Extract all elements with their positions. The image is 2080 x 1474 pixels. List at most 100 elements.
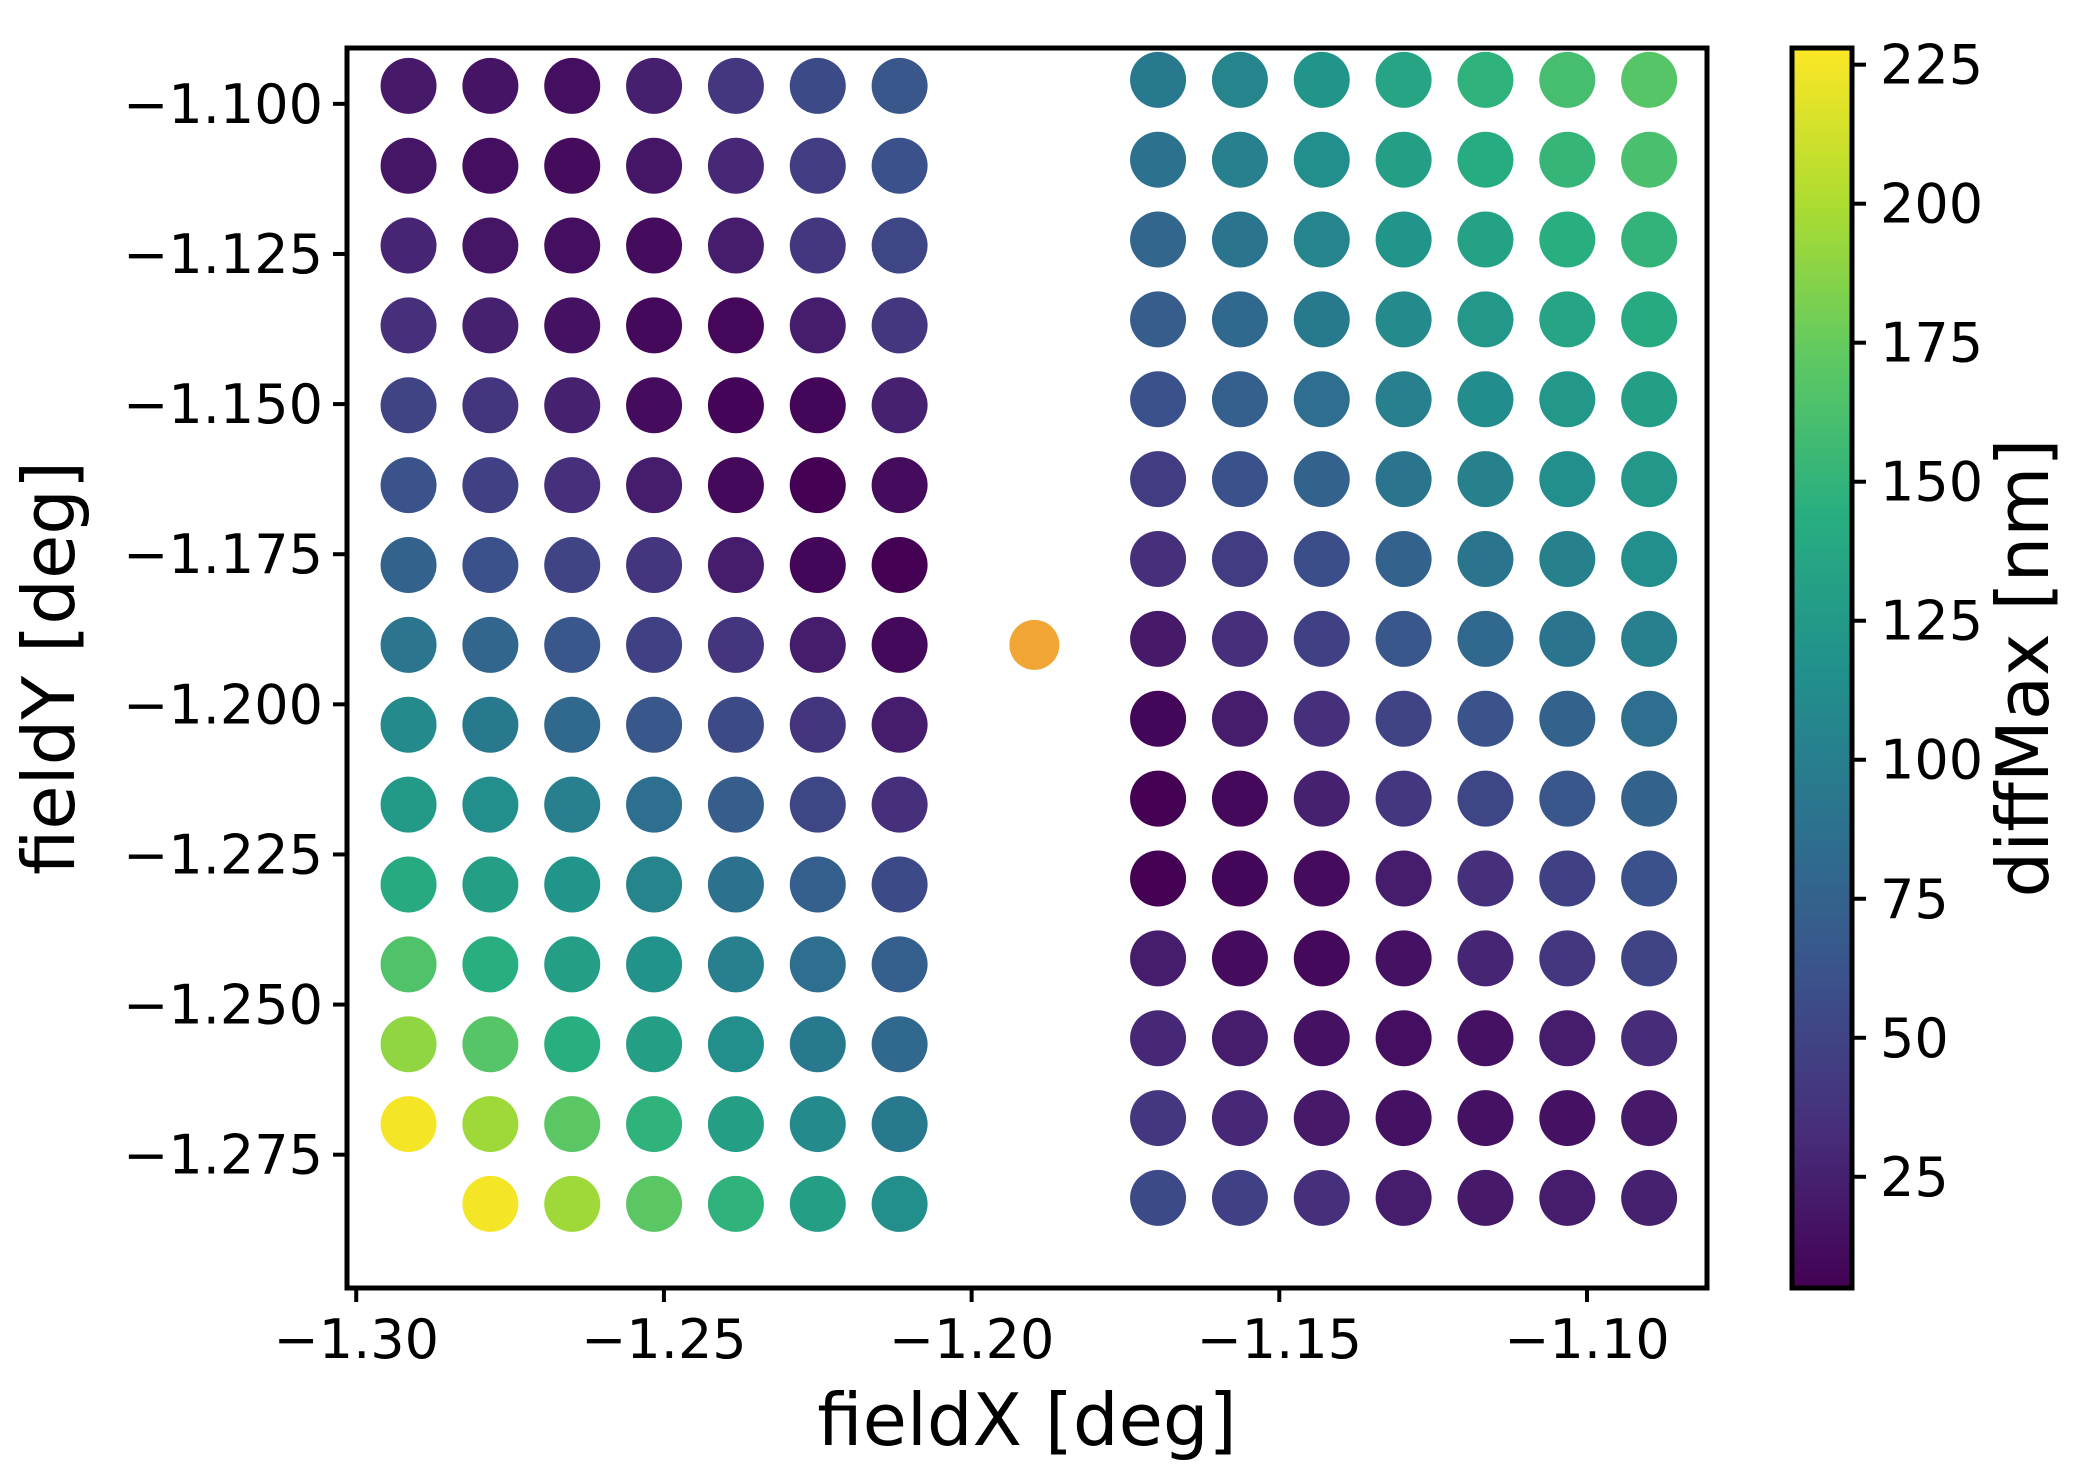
scatter-point (871, 856, 928, 913)
scatter-point (1457, 1169, 1514, 1226)
scatter-point (789, 57, 846, 114)
scatter-point (789, 936, 846, 993)
scatter-point (789, 537, 846, 594)
plot-frame (344, 45, 1710, 1291)
scatter-point (1375, 850, 1432, 907)
scatter-point (1211, 1090, 1268, 1147)
scatter-point (544, 217, 601, 274)
scatter-point (462, 856, 519, 913)
scatter-point (1293, 291, 1350, 348)
scatter-point (544, 1175, 601, 1232)
scatter-point (1130, 371, 1187, 428)
scatter-point (707, 297, 764, 354)
scatter-point (789, 616, 846, 673)
scatter-point (626, 616, 683, 673)
scatter-point (544, 377, 601, 434)
scatter-point (380, 137, 437, 194)
scatter-point (1539, 610, 1596, 667)
scatter-point (626, 1016, 683, 1073)
scatter-point (1130, 451, 1187, 508)
scatter-point (626, 696, 683, 753)
scatter-point (380, 856, 437, 913)
colorbar-ticks: 25 50 75 100 125 150 175 200 225 (1852, 34, 1983, 1209)
scatter-point (544, 137, 601, 194)
scatter-point (544, 57, 601, 114)
x-axis-ticks: −1.30 −1.25 −1.20 −1.15 −1.10 (273, 1288, 1670, 1371)
scatter-point (1211, 690, 1268, 747)
x-tick-label: −1.25 (581, 1308, 746, 1371)
scatter-point (462, 616, 519, 673)
scatter-point (1375, 1090, 1432, 1147)
scatter-point (1621, 850, 1678, 907)
scatter-point (871, 616, 928, 673)
scatter-point (789, 776, 846, 833)
scatter-point (462, 137, 519, 194)
scatter-point (1621, 291, 1678, 348)
scatter-point (871, 696, 928, 753)
scatter-point (707, 936, 764, 993)
scatter-point (380, 1016, 437, 1073)
scatter-point (1130, 1090, 1187, 1147)
scatter-points (380, 51, 1678, 1232)
scatter-point (707, 537, 764, 594)
scatter-point (1539, 1090, 1596, 1147)
scatter-point (380, 616, 437, 673)
scatter-point (707, 1175, 764, 1232)
y-tick-label: −1.200 (123, 673, 323, 736)
scatter-point (707, 457, 764, 514)
scatter-point (1375, 451, 1432, 508)
scatter-point (1621, 131, 1678, 188)
y-tick-label: −1.175 (123, 523, 323, 586)
scatter-point (871, 297, 928, 354)
scatter-point (1293, 1169, 1350, 1226)
scatter-point (462, 1016, 519, 1073)
colorbar (1789, 45, 1855, 1291)
scatter-point (789, 696, 846, 753)
scatter-point (1211, 850, 1268, 907)
scatter-point (1539, 451, 1596, 508)
scatter-point (462, 297, 519, 354)
scatter-point (1539, 850, 1596, 907)
scatter-point (1375, 930, 1432, 987)
scatter-point (1621, 451, 1678, 508)
scatter-point (1375, 770, 1432, 827)
x-tick-label: −1.10 (1504, 1308, 1669, 1371)
scatter-point (871, 936, 928, 993)
scatter-point (1375, 291, 1432, 348)
scatter-point (1539, 690, 1596, 747)
scatter-point (1130, 291, 1187, 348)
scatter-point (1621, 930, 1678, 987)
x-tick-label: −1.30 (273, 1308, 438, 1371)
scatter-point (1293, 51, 1350, 108)
scatter-point (1211, 610, 1268, 667)
scatter-point (1539, 371, 1596, 428)
scatter-point (1375, 211, 1432, 268)
colorbar-tick-label: 75 (1880, 868, 1949, 931)
scatter-point (1293, 211, 1350, 268)
scatter-point (544, 1096, 601, 1153)
scatter-point (626, 537, 683, 594)
scatter-point (789, 856, 846, 913)
scatter-point (1375, 610, 1432, 667)
scatter-point (1211, 131, 1268, 188)
scatter-point (462, 377, 519, 434)
scatter-point (1621, 371, 1678, 428)
scatter-point (1375, 371, 1432, 428)
scatter-point (1293, 770, 1350, 827)
colorbar-tick-label: 175 (1880, 312, 1983, 375)
scatter-point (380, 1096, 437, 1153)
scatter-point (1293, 690, 1350, 747)
colorbar-tick-label: 125 (1880, 590, 1983, 653)
scatter-point (462, 936, 519, 993)
scatter-point (626, 776, 683, 833)
scatter-point (1293, 531, 1350, 588)
x-tick-label: −1.20 (889, 1308, 1054, 1371)
scatter-point (707, 616, 764, 673)
colorbar-tick-label: 50 (1880, 1007, 1949, 1070)
scatter-point (1457, 291, 1514, 348)
scatter-point (871, 1096, 928, 1153)
scatter-point (1130, 690, 1187, 747)
scatter-point (1621, 690, 1678, 747)
colorbar-tick-label: 150 (1880, 451, 1983, 514)
